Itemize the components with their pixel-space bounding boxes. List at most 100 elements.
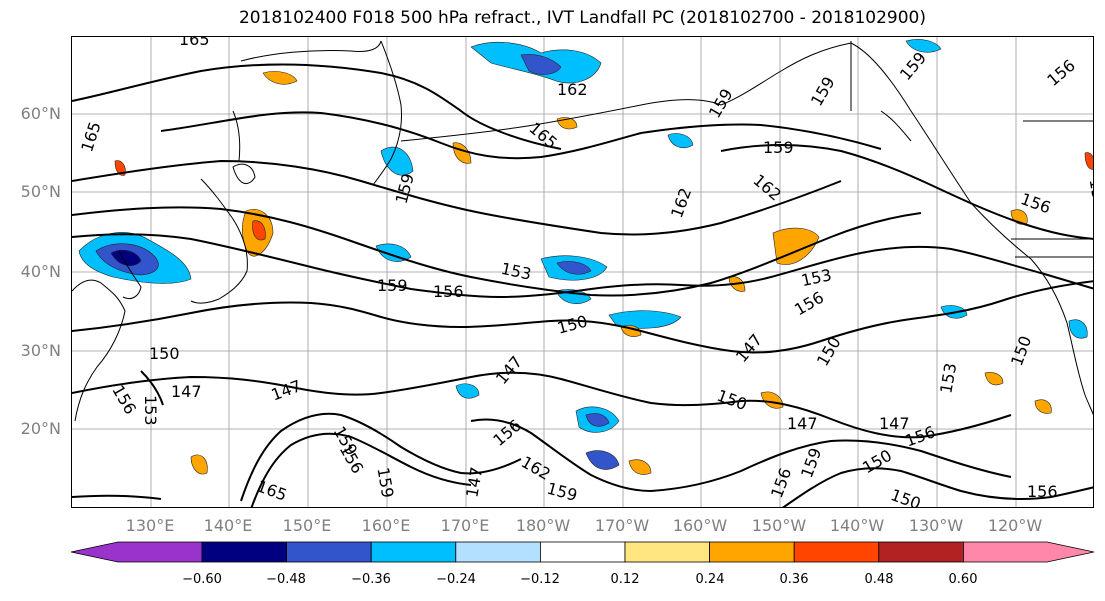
contour-label: 156 xyxy=(791,288,827,320)
contour-150-south xyxy=(72,494,162,500)
contour-label: 159 xyxy=(392,171,418,205)
contour-label: 159 xyxy=(373,466,397,499)
colorbar-tick: −0.24 xyxy=(436,572,476,587)
colorbar-bin xyxy=(201,541,287,563)
lon-label-150e: 150°E xyxy=(282,516,332,535)
contour-label: 150 xyxy=(714,386,749,414)
contour-label: 159 xyxy=(807,73,839,109)
contour-label: 156 xyxy=(108,382,140,418)
colorbar-bin xyxy=(624,541,710,563)
patch-positive-60n xyxy=(262,71,298,85)
patch-positive-15n-w xyxy=(628,459,652,475)
colorbar-tick: −0.12 xyxy=(520,572,560,587)
colorbar-tick: 0.24 xyxy=(695,572,725,587)
contour-162-north xyxy=(160,111,642,160)
colorbar-tick: 0.36 xyxy=(779,572,809,587)
colorbar xyxy=(70,541,1095,563)
patch-negative-coast xyxy=(1068,319,1088,339)
contour-label: 153 xyxy=(799,265,833,290)
contour-label: 162 xyxy=(518,452,554,484)
contour-label: 159 xyxy=(896,48,930,84)
contour-label: 153 xyxy=(499,259,533,284)
coast-bc-islands xyxy=(880,110,912,142)
coast-japan xyxy=(190,178,248,304)
lon-label-130e: 130°E xyxy=(125,516,175,535)
patch-positive-20n-w xyxy=(190,454,208,475)
patch-positive-52n-w xyxy=(114,160,126,176)
patch-negative-gulf xyxy=(905,39,942,53)
contour-label: 147 xyxy=(171,382,202,401)
contour-label: 150 xyxy=(555,312,589,338)
contour-label: 156 xyxy=(433,282,464,301)
contour-162-east xyxy=(720,144,1093,240)
contour-156-east xyxy=(860,245,1093,290)
patch-negative-35n-b xyxy=(375,243,412,262)
contour-156-a xyxy=(72,206,922,297)
contour-150-a xyxy=(72,301,822,354)
contour-label: 147 xyxy=(879,414,910,433)
contour-150-east xyxy=(820,280,1093,342)
patch-positive-japan-core xyxy=(252,220,266,241)
colorbar-tick: −0.48 xyxy=(266,572,306,587)
coast-korea xyxy=(118,250,142,300)
colorbar-bin xyxy=(455,541,541,563)
contour-label: 156 xyxy=(1043,56,1079,90)
contour-label: 150 xyxy=(1007,333,1035,368)
patch-negative-15n xyxy=(585,450,620,470)
coast-gulf-alaska xyxy=(850,42,1093,416)
contour-147-b xyxy=(740,399,1012,439)
contour-label: 159 xyxy=(797,445,825,480)
contour-147-a xyxy=(72,371,742,407)
patch-negative-25n xyxy=(455,383,480,399)
lat-label-40n: 40°N xyxy=(20,262,61,281)
coast-asia-east xyxy=(72,279,126,422)
contour-159-se xyxy=(650,439,1012,492)
colorbar-bin xyxy=(709,541,795,563)
contour-label: 159 xyxy=(377,276,408,295)
coast-okhotsk xyxy=(240,40,382,62)
map-svg: 165 165 162 165 159 159 159 159 162 162 … xyxy=(72,37,1094,507)
lon-label-140e: 140°E xyxy=(203,516,253,535)
contour-label: 147 xyxy=(787,414,818,433)
lon-label-150w: 150°W xyxy=(751,516,807,535)
patch-negative-20n-core xyxy=(585,413,610,427)
coast-kamchatka xyxy=(372,40,402,186)
lon-label-160e: 160°E xyxy=(361,516,411,535)
height-contours xyxy=(72,63,1093,507)
contour-159-mid xyxy=(72,159,842,236)
contour-label: 150 xyxy=(149,344,180,363)
contour-153 xyxy=(72,233,862,299)
lat-label-30n: 30°N xyxy=(20,341,61,360)
lon-label-170e: 170°E xyxy=(440,516,490,535)
contour-label: 165 xyxy=(254,476,289,504)
lon-label-130w: 130°W xyxy=(908,516,964,535)
lon-label-180w: 180°W xyxy=(515,516,571,535)
patch-positive-38n-east xyxy=(772,227,820,265)
lon-label-140w: 140°W xyxy=(829,516,885,535)
coastlines xyxy=(72,40,1093,422)
contour-label: 159 xyxy=(545,479,579,505)
colorbar-tick: 0.12 xyxy=(610,572,640,587)
colorbar-tick: 0.48 xyxy=(864,572,894,587)
patch-positive-lake xyxy=(1034,399,1052,414)
contour-label: 159 xyxy=(705,85,737,121)
map-title: 2018102400 F018 500 hPa refract., IVT La… xyxy=(238,8,926,28)
contour-156-se xyxy=(782,467,1093,507)
colorbar-bin xyxy=(793,541,880,563)
patch-negative-korea-core xyxy=(110,249,142,266)
contour-label: 150 xyxy=(813,333,845,369)
colorbar-tick: 0.60 xyxy=(948,572,978,587)
colorbar-bin xyxy=(286,541,372,563)
contour-label: 156 xyxy=(1086,177,1094,210)
patch-positive-20n-e xyxy=(984,372,1004,386)
contour-165-north xyxy=(72,63,562,150)
coast-sakhalin xyxy=(232,110,241,162)
colorbar-extend-right xyxy=(963,541,1095,563)
contour-label: 147 xyxy=(732,330,766,366)
contour-162-south xyxy=(470,418,652,492)
contour-label: 165 xyxy=(179,37,210,49)
contour-label: 162 xyxy=(557,80,588,99)
patch-negative-kamchatka-core xyxy=(520,54,562,75)
lon-label-160w: 160°W xyxy=(672,516,728,535)
shading-patches xyxy=(78,39,1093,475)
